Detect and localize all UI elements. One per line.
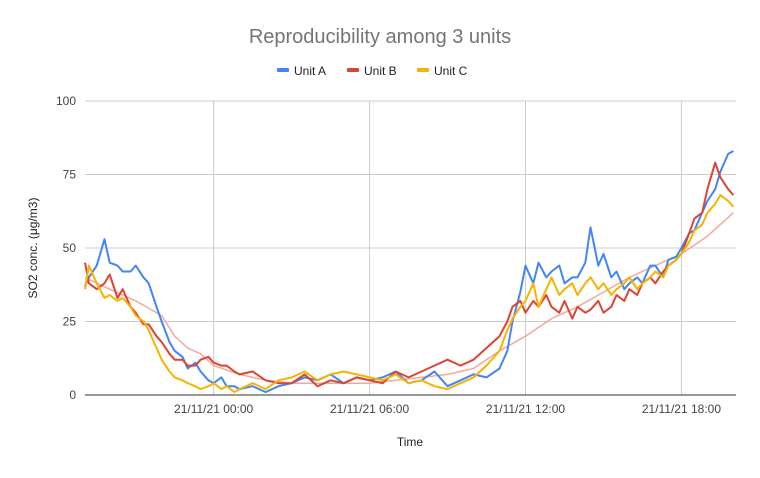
y-tick-label: 100	[56, 94, 76, 108]
x-tick-label: 21/11/21 06:00	[330, 402, 410, 416]
x-tick-label: 21/11/21 12:00	[486, 402, 566, 416]
x-tick-label: 21/11/21 00:00	[174, 402, 254, 416]
series-line-unit-a	[84, 150, 734, 394]
chart-gridlines	[85, 100, 736, 395]
legend-swatch	[277, 68, 289, 72]
legend-swatch	[347, 68, 359, 72]
x-tick-label: 21/11/21 18:00	[642, 402, 722, 416]
y-tick-label: 25	[63, 315, 77, 329]
legend-label: Unit C	[434, 64, 468, 78]
series-line-trend	[84, 212, 734, 384]
y-tick-label: 0	[69, 388, 76, 402]
x-axis-ticks: 21/11/21 00:00 21/11/21 06:00 21/11/21 12:…	[174, 402, 721, 416]
y-tick-label: 50	[63, 241, 77, 255]
chart-legend: Unit A Unit B Unit C	[277, 64, 468, 78]
y-tick-label: 75	[63, 168, 77, 182]
legend-label: Unit A	[294, 64, 326, 78]
legend-label: Unit B	[364, 64, 397, 78]
y-axis-ticks: 0 25 50 75 100	[56, 94, 76, 402]
y-axis-label: SO2 conc. (μg/m3)	[26, 198, 40, 299]
legend-swatch	[417, 68, 429, 72]
chart-title: Reproducibility among 3 units	[249, 26, 511, 48]
chart-series	[84, 150, 735, 394]
x-axis-label: Time	[397, 435, 424, 449]
series-line-unit-c	[84, 194, 735, 394]
